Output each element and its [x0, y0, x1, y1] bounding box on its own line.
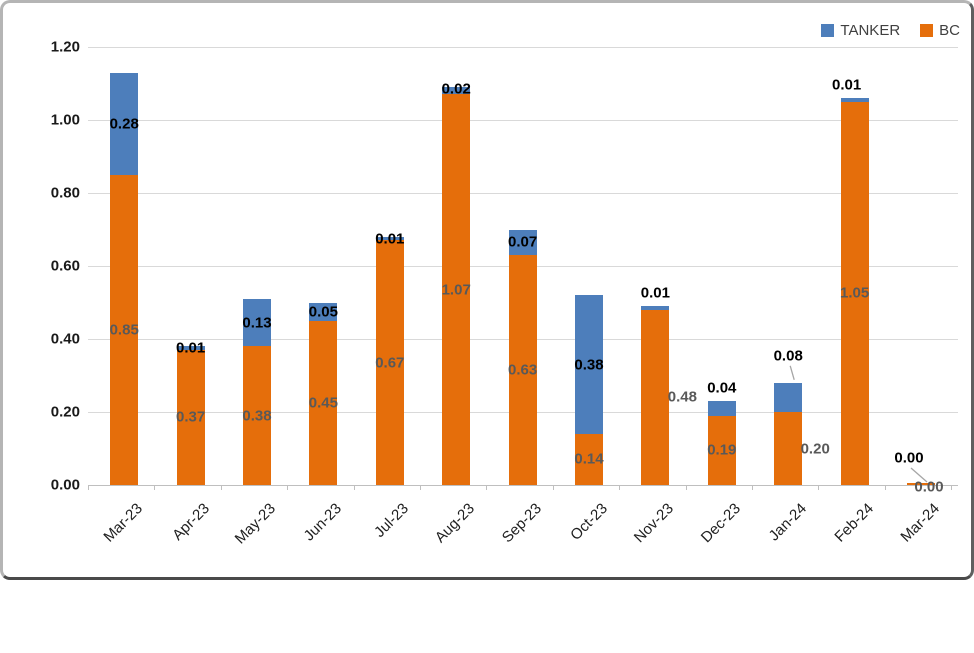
- data-label-bc-Nov-23: 0.48: [667, 388, 697, 406]
- data-label-bc-May-23: 0.38: [242, 407, 272, 425]
- x-axis-tick: [685, 485, 687, 490]
- bar-segment-bc-Feb-24: [840, 101, 869, 485]
- y-gridline: [88, 47, 958, 48]
- bar-segment-bc-Jul-23: [375, 240, 404, 485]
- y-gridline: [88, 120, 958, 121]
- data-label-bc-Aug-23: 1.07: [441, 281, 471, 299]
- x-axis-category-label: Mar-24: [897, 500, 944, 546]
- legend-label-bc: BC: [939, 22, 960, 39]
- bar-segment-bc-Dec-23: [707, 415, 736, 485]
- x-axis-tick: [88, 485, 89, 490]
- data-label-bc-Jun-23: 0.45: [308, 394, 338, 412]
- leader-lines-layer: [789, 365, 928, 483]
- x-axis-tick: [752, 485, 753, 490]
- bar-segment-tanker-Aug-23: [442, 87, 471, 95]
- data-label-tanker-Mar-24: 0.00: [894, 449, 924, 467]
- y-gridline: [88, 193, 958, 194]
- data-label-leader-line: [789, 365, 795, 380]
- data-label-tanker-Sep-23: 0.07: [507, 233, 538, 251]
- data-label-tanker-Nov-23: 0.01: [640, 284, 670, 302]
- bar-segment-bc-Oct-23: [575, 433, 603, 485]
- bar-segment-tanker-Dec-23: [707, 401, 736, 416]
- legend-item-bc: BC: [920, 22, 960, 39]
- bar-segment-bc-Mar-23: [110, 174, 139, 485]
- bar-segment-bc-Nov-23: [641, 309, 670, 485]
- x-axis-tick: [951, 485, 953, 490]
- bar-segment-bc-May-23: [243, 346, 271, 485]
- bar-segment-tanker-Jan-24: [774, 382, 803, 412]
- bc-legend-swatch-icon: [920, 24, 934, 37]
- tanker-legend-swatch-icon: [821, 24, 835, 37]
- y-axis-tick-label: 0.60: [50, 257, 80, 275]
- bar-segment-bc-Jan-24: [774, 412, 803, 485]
- y-axis-tick-label: 0.00: [50, 476, 80, 494]
- data-label-bc-Mar-24: 0.00: [914, 478, 944, 496]
- x-axis-tick: [818, 485, 820, 490]
- data-label-bc-Jan-24: 0.20: [800, 440, 830, 457]
- bar-segment-tanker-Mar-23: [110, 72, 139, 175]
- y-axis-tick-label: 1.20: [50, 38, 80, 56]
- x-axis-line: [88, 485, 958, 486]
- data-label-bc-Dec-23: 0.19: [707, 441, 737, 459]
- bar-segment-tanker-Feb-24: [840, 98, 869, 102]
- legend-item-tanker: TANKER: [821, 22, 900, 39]
- data-label-tanker-Jan-24: 0.08: [773, 347, 803, 365]
- data-label-tanker-Mar-23: 0.28: [109, 115, 139, 133]
- x-axis-tick: [552, 485, 554, 490]
- data-label-bc-Apr-23: 0.37: [175, 408, 206, 426]
- x-axis-tick: [220, 485, 222, 490]
- data-label-bc-Oct-23: 0.14: [574, 450, 604, 468]
- bar-segment-bc-Mar-24: [907, 483, 935, 485]
- data-label-tanker-May-23: 0.13: [242, 314, 272, 332]
- y-axis-tick-label: 0.20: [50, 403, 80, 421]
- data-label-tanker-Apr-23: 0.01: [175, 339, 206, 357]
- chart-legend: TANKER BC: [821, 22, 960, 39]
- bar-segment-bc-Apr-23: [176, 349, 205, 485]
- bar-segment-tanker-Jun-23: [309, 302, 338, 321]
- data-label-tanker-Jun-23: 0.05: [308, 303, 338, 321]
- bar-segment-bc-Aug-23: [442, 94, 471, 485]
- data-label-bc-Sep-23: 0.63: [507, 361, 538, 379]
- chart-frame: [0, 0, 974, 580]
- y-axis-tick-label: 0.80: [50, 184, 80, 202]
- y-axis-tick-label: 1.00: [50, 111, 80, 129]
- bar-segment-bc-Jun-23: [309, 320, 338, 485]
- x-axis-tick: [287, 485, 289, 490]
- x-axis-tick: [353, 485, 355, 490]
- stacked-bar-chart: TANKER BC 0.00 0.20 0.40 0.60 0.80 1.00 1.20 0.…: [50, 22, 960, 547]
- x-axis-tick: [154, 485, 156, 490]
- bar-segment-bc-Sep-23: [508, 255, 537, 485]
- data-label-bc-Mar-23: 0.85: [109, 321, 139, 339]
- bar-segment-tanker-Jul-23: [375, 236, 404, 241]
- x-axis-tick: [420, 485, 421, 490]
- bar-segment-tanker-Sep-23: [508, 229, 537, 256]
- legend-label-tanker: TANKER: [840, 22, 901, 39]
- data-label-bc-Feb-24: 1.05: [839, 284, 870, 302]
- data-label-tanker-Oct-23: 0.38: [574, 356, 604, 374]
- x-axis-tick: [486, 485, 488, 490]
- bar-segment-tanker-Apr-23: [176, 346, 205, 350]
- bar-segment-tanker-Nov-23: [641, 306, 670, 310]
- x-axis-tick: [884, 485, 886, 490]
- data-label-tanker-Dec-23: 0.04: [707, 379, 737, 397]
- bar-segment-tanker-Oct-23: [575, 295, 603, 434]
- data-label-tanker-Aug-23: 0.02: [441, 80, 471, 98]
- x-axis-tick: [619, 485, 621, 490]
- y-axis-tick-label: 0.40: [50, 330, 80, 348]
- bar-segment-tanker-May-23: [243, 298, 271, 347]
- data-label-bc-Jul-23: 0.67: [375, 354, 405, 372]
- data-label-tanker-Feb-24: 0.01: [831, 76, 862, 94]
- data-label-tanker-Jul-23: 0.01: [375, 230, 405, 248]
